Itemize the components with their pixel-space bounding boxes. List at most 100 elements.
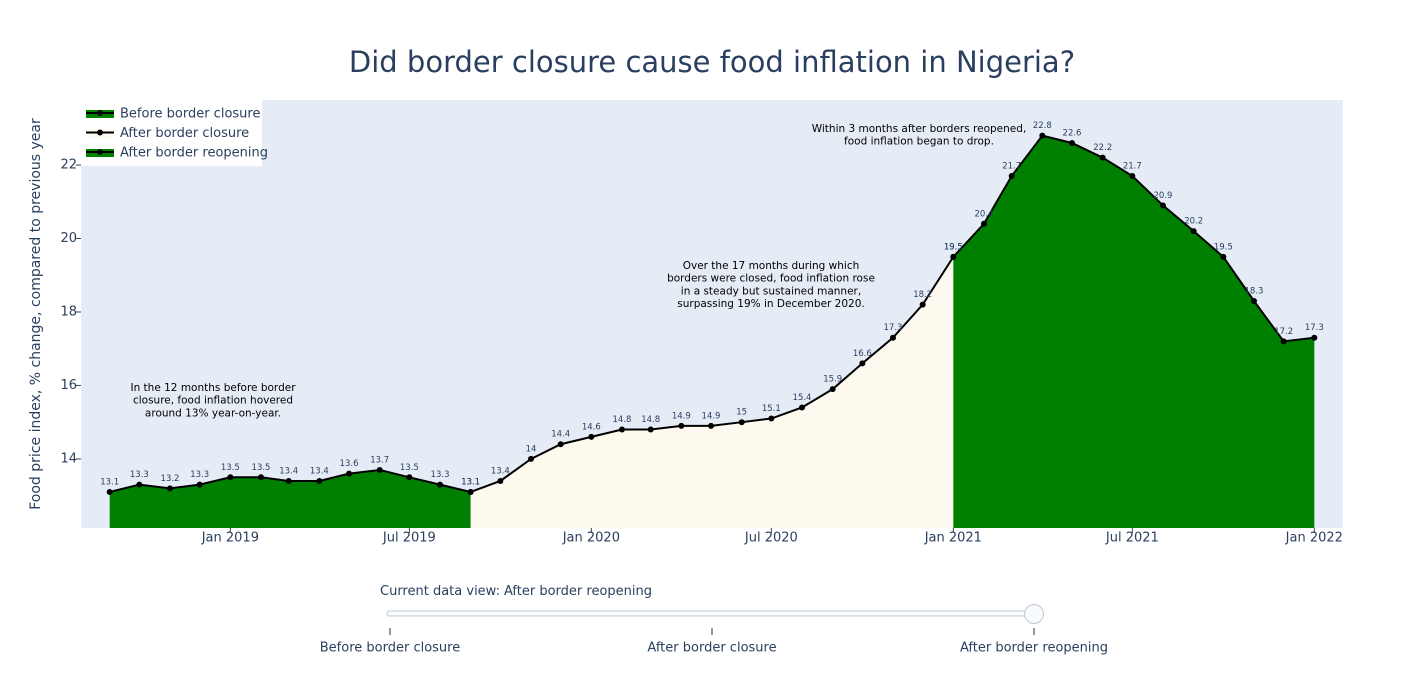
annotation: food inflation began to drop. — [844, 136, 994, 148]
annotation: in a steady but sustained manner, — [681, 285, 861, 297]
data-label: 14 — [526, 444, 537, 454]
data-label: 17.3 — [1305, 323, 1324, 333]
x-tick-label: Jan 2021 — [924, 531, 982, 546]
data-point — [889, 334, 896, 341]
x-tick-label: Jan 2022 — [1285, 531, 1343, 546]
data-point — [406, 474, 413, 481]
data-point — [258, 474, 265, 481]
data-label: 15.1 — [762, 404, 781, 414]
data-label: 13.4 — [491, 466, 510, 476]
data-label: 22.2 — [1093, 143, 1112, 153]
data-label: 13.4 — [310, 466, 329, 476]
data-label: 13.2 — [161, 474, 180, 484]
annotation: closure, food inflation hovered — [133, 395, 293, 407]
data-point — [1159, 202, 1166, 209]
data-label: 21.7 — [1002, 162, 1021, 172]
y-axis-title: Food price index, % change, compared to … — [28, 118, 44, 510]
data-point — [678, 422, 685, 429]
data-point — [376, 466, 383, 473]
y-tick-label: 20 — [60, 231, 77, 246]
data-point — [437, 481, 444, 488]
annotation: borders were closed, food inflation rose — [667, 273, 875, 285]
data-label: 13.1 — [461, 477, 480, 487]
legend-label: After border closure — [120, 126, 249, 141]
data-point — [1099, 154, 1106, 161]
data-label: 13.3 — [190, 470, 209, 480]
slider-step-label[interactable]: After border closure — [647, 641, 776, 656]
data-point — [227, 474, 234, 481]
data-point — [980, 220, 987, 227]
x-tick-label: Jan 2020 — [562, 531, 620, 546]
annotation: Within 3 months after borders reopened, — [812, 123, 1027, 135]
data-point — [1280, 338, 1287, 345]
data-label: 18.3 — [1245, 286, 1264, 296]
legend-marker — [97, 110, 103, 116]
legend-label: Before border closure — [120, 107, 260, 122]
data-label: 22.6 — [1063, 128, 1082, 138]
data-point — [1250, 297, 1257, 304]
plot-area: 13.1 13.3 13.2 13.3 13.5 13.5 13.4 13.4 13.6 13.7… — [100, 121, 1324, 528]
data-label: 13.5 — [252, 463, 271, 473]
data-point — [316, 477, 323, 484]
x-tick-label: Jul 2020 — [744, 531, 798, 546]
data-label: 14.8 — [613, 415, 632, 425]
slider-step-label[interactable]: After border reopening — [960, 641, 1108, 656]
data-point — [1190, 228, 1197, 235]
data-point — [950, 253, 957, 260]
data-label: 19.5 — [1214, 242, 1233, 252]
data-label: 15.9 — [823, 375, 842, 385]
data-label: 22.8 — [1033, 121, 1052, 131]
data-point — [738, 419, 745, 426]
data-label: 20.9 — [1154, 191, 1173, 201]
x-tick-label: Jul 2019 — [382, 531, 436, 546]
data-label: 15.4 — [793, 393, 812, 403]
data-label: 13.5 — [400, 463, 419, 473]
data-point — [799, 404, 806, 411]
y-tick-label: 18 — [60, 304, 77, 319]
data-label: 14.6 — [582, 422, 601, 432]
annotation: In the 12 months before border — [130, 382, 296, 394]
data-point — [1039, 132, 1046, 139]
data-label: 13.3 — [431, 470, 450, 480]
legend-marker — [97, 129, 103, 136]
area-fill — [953, 135, 1315, 528]
data-point — [497, 477, 504, 484]
annotation: Over the 17 months during which — [683, 260, 860, 272]
data-point — [708, 422, 715, 429]
data-point — [647, 426, 654, 433]
data-label: 20.2 — [1184, 217, 1203, 227]
data-label: 19.5 — [944, 242, 963, 252]
slider-prefix: Current data view: — [380, 584, 500, 599]
data-label: 16.6 — [853, 349, 872, 359]
data-label: 17.3 — [884, 323, 903, 333]
data-point — [285, 477, 292, 484]
data-point — [196, 481, 203, 488]
y-tick-label: 14 — [60, 451, 77, 466]
data-label: 21.7 — [1123, 162, 1142, 172]
slider-track — [386, 610, 1038, 617]
data-point — [588, 433, 595, 440]
data-point — [1311, 334, 1318, 341]
data-point — [1069, 139, 1076, 146]
data-label: 13.5 — [221, 463, 240, 473]
slider-current-label: Current data view: After border reopening — [380, 584, 652, 599]
data-point — [346, 470, 353, 477]
data-point — [136, 481, 143, 488]
slider-step-label[interactable]: Before border closure — [320, 641, 460, 656]
annotation: around 13% year-on-year. — [145, 407, 281, 419]
data-point — [106, 488, 113, 495]
slider-handle[interactable] — [1024, 604, 1044, 624]
data-point — [829, 386, 836, 393]
x-tick-label: Jul 2021 — [1105, 531, 1159, 546]
area-fill — [109, 469, 471, 528]
slider-current-value: After border reopening — [504, 584, 652, 599]
data-label: 13.3 — [130, 470, 149, 480]
legend-marker — [97, 149, 103, 155]
data-label: 13.1 — [100, 477, 119, 487]
y-tick-label: 22 — [60, 158, 77, 173]
data-point — [528, 455, 535, 462]
data-point — [919, 301, 926, 308]
data-label: 13.1 — [461, 477, 480, 487]
data-label: 18.2 — [913, 290, 932, 300]
